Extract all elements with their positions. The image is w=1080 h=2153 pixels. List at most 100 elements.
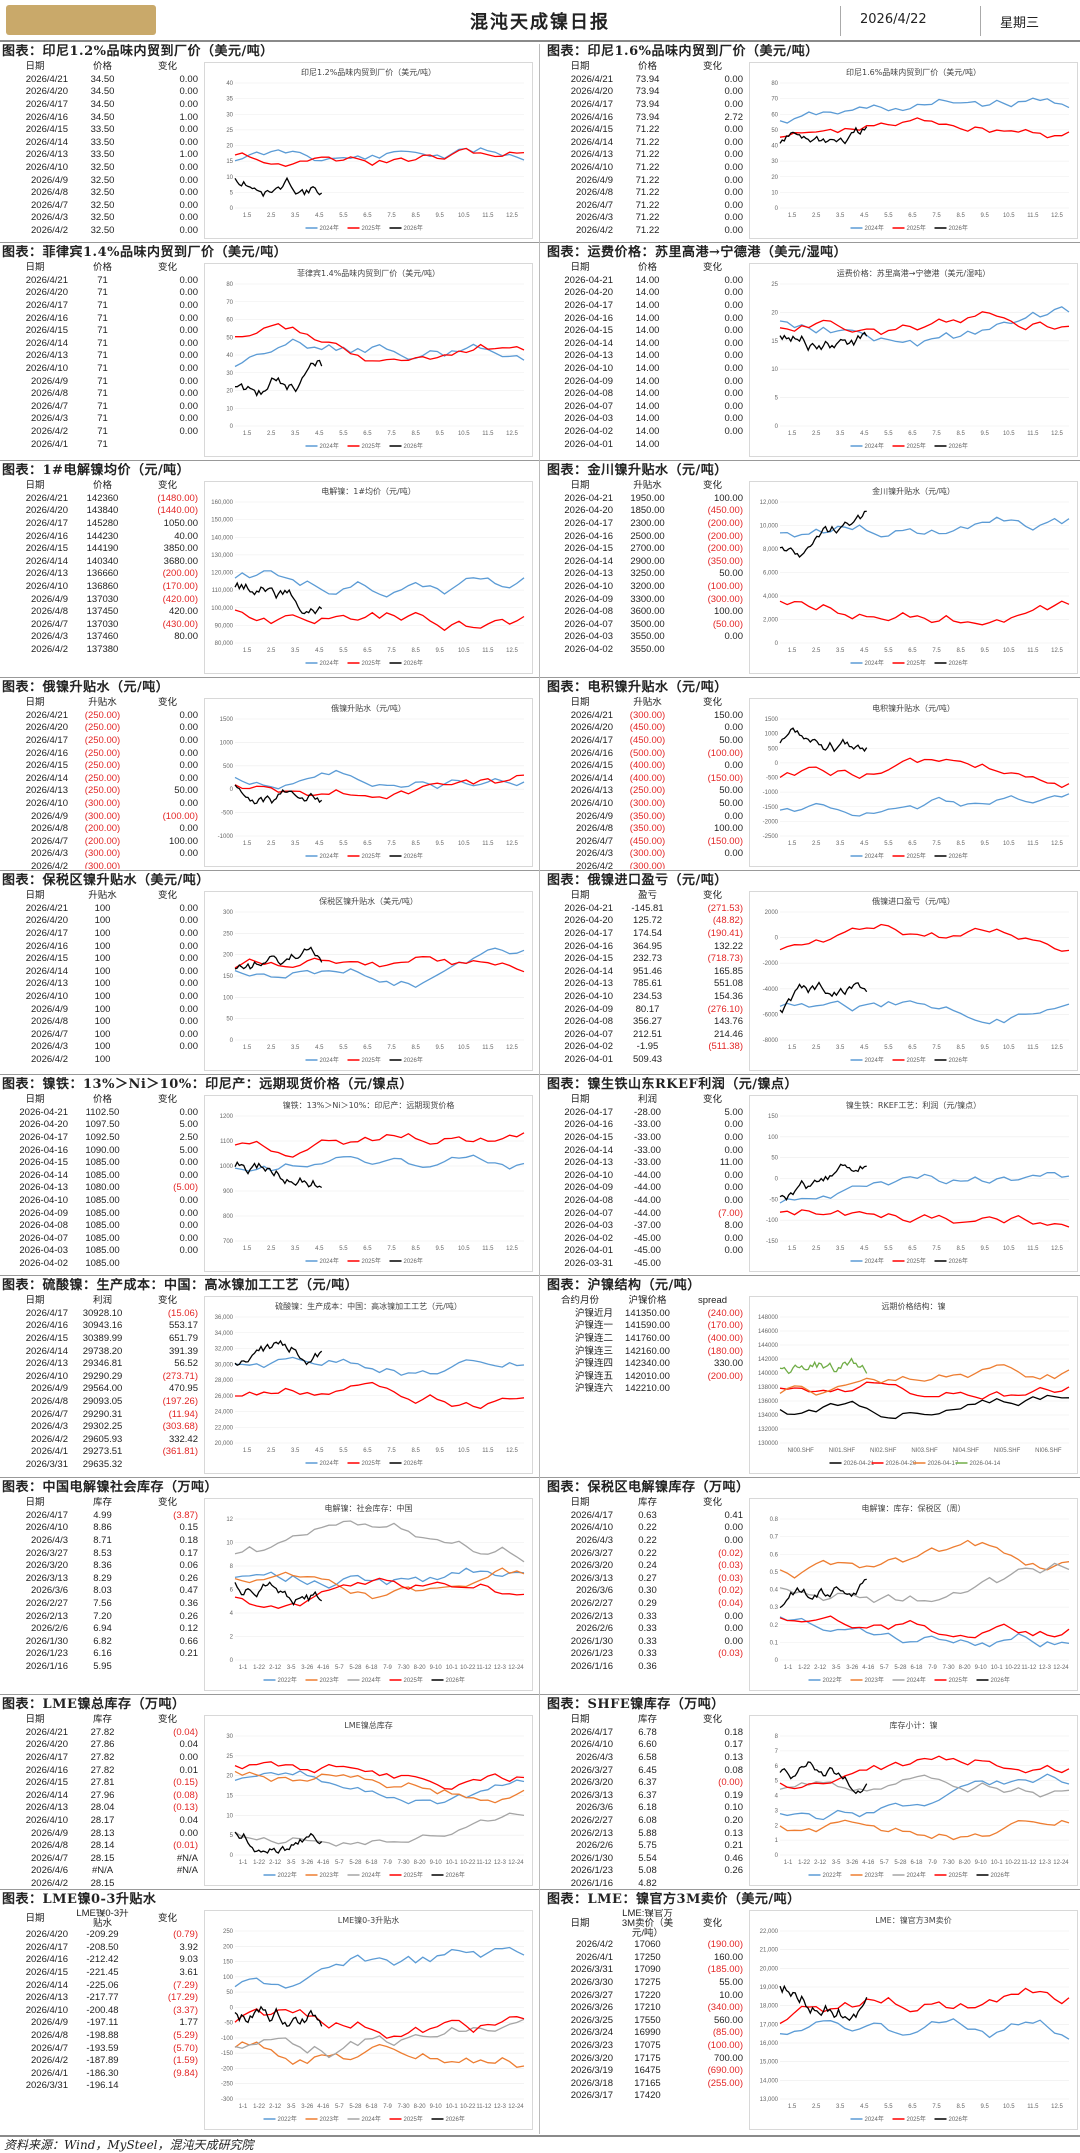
table-cell: 34.50: [90, 99, 115, 111]
table-cell: 0.00: [179, 760, 199, 772]
table-row: 2026-04-02 -1.95 (511.38): [545, 1041, 745, 1054]
table-cell: 2026-04-16: [564, 530, 613, 542]
table-cell: 2026/4/8: [576, 187, 613, 199]
series-line: [234, 1770, 525, 1805]
table-row: 2026-04-02 1085.00: [0, 1258, 200, 1271]
table-cell: 34.50: [90, 86, 115, 98]
column-header: 价格: [92, 1094, 112, 1106]
legend-label: 2026年: [949, 2115, 968, 2123]
report-header: 混沌天成镍日报 2026/4/22 星期三: [0, 0, 1080, 42]
table-row: 2026/1/30 5.54 0.46: [545, 1853, 745, 1866]
x-tick-label: 2.5: [812, 1045, 821, 1051]
table-cell: 17550: [634, 2014, 661, 2026]
table-cell: 2026/4/9: [576, 174, 613, 186]
table-cell: 5.00: [724, 1106, 744, 1118]
x-tick-label: 10.5: [458, 431, 470, 437]
table-cell: (170.00): [162, 581, 198, 593]
y-tick-label: 3: [775, 1808, 779, 1814]
table-row: 2026/4/7 29290.31 (11.94): [0, 1408, 200, 1421]
table-cell: 3680.00: [163, 555, 198, 567]
table-cell: [135, 2080, 200, 2093]
x-tick-label: 8.5: [411, 213, 420, 219]
x-tick-label: 3.5: [291, 213, 300, 219]
x-tick-label: 6-18: [365, 1860, 378, 1866]
table-row: 2026/4/10 6.60 0.17: [545, 1739, 745, 1752]
y-tick-label: 138000: [758, 1385, 779, 1391]
table-cell: 2700.00: [630, 543, 665, 555]
y-tick-label: 25: [226, 128, 233, 134]
table-row: 2026-04-08 14.00 0.00: [545, 388, 745, 401]
table-row: 2026/4/9 100 0.00: [0, 1003, 200, 1016]
series-line: [779, 923, 1070, 952]
table-cell: 2300.00: [630, 518, 665, 530]
x-tick-label: 7-9: [383, 1665, 392, 1671]
column-header: 变化: [702, 890, 722, 902]
chart: 库存小计：镍 8 7 6 5 4 3 2 1 0 1-1 1-22 2-12 3-5 3-26 4-16 5-7…: [749, 1715, 1078, 1886]
table-row: 2026/4/14 71.22 0.00: [545, 137, 745, 150]
table-cell: 0.15: [179, 1522, 199, 1534]
x-tick-label: 9.5: [981, 1045, 990, 1051]
table-row: 2026/4/14 33.50 0.00: [0, 137, 200, 150]
x-tick-label: 11.5: [482, 1246, 494, 1252]
x-tick-label: 6-18: [365, 2104, 378, 2110]
legend-label: 2023年: [320, 1871, 339, 1879]
report-title: 混沌天成镍日报: [470, 12, 610, 33]
table-cell: 0.00: [179, 722, 199, 734]
table-cell: 29346.81: [82, 1358, 123, 1370]
table-cell: 2026-04-17: [564, 1106, 613, 1118]
table-cell: 0.00: [179, 73, 199, 85]
table-cell: 5.88: [638, 1827, 657, 1839]
table-row: 2026/4/17 27.82 0.00: [0, 1752, 200, 1765]
table-row: 2026/4/9 (300.00) (100.00): [0, 810, 200, 823]
table-row: 2026-04-07 1085.00 0.00: [0, 1233, 200, 1246]
table-cell: 2026-04-07: [564, 1028, 613, 1040]
x-tick-label: 1-1: [239, 1665, 248, 1671]
table-cell: 0.00: [724, 86, 744, 98]
table-cell: 2026/1/16: [570, 1661, 613, 1673]
table-cell: 2026/4/9: [31, 810, 68, 822]
table-cell: 2026/4/14: [25, 555, 68, 567]
x-tick-label: 8.5: [956, 431, 965, 437]
table-row: 2026-04-03 14.00 0.00: [545, 413, 745, 426]
y-tick-label: 120,000: [211, 571, 233, 577]
chart-title: 电解镍：1#均价（元/吨）: [321, 486, 416, 496]
table-cell: 2026/4/10: [570, 162, 613, 174]
table-row: 2026/4/16 34.50 1.00: [0, 111, 200, 124]
table-cell: 2026/4/3: [31, 631, 68, 643]
table-cell: 2026/4/15: [25, 1777, 68, 1789]
x-tick-label: 5-28: [894, 1860, 907, 1866]
table-cell: 2026/4/17: [25, 735, 68, 747]
table-cell: 14.00: [635, 312, 660, 324]
table-cell: 2026-04-03: [564, 1220, 613, 1232]
table-cell: 沪镍连五: [574, 1370, 613, 1382]
series-line: [234, 784, 323, 805]
x-tick-label: 10.5: [1003, 841, 1015, 847]
table-cell: 2026-04-08: [564, 1016, 613, 1028]
table-cell: 1.00: [179, 149, 199, 161]
x-tick-label: 7.5: [387, 1246, 396, 1252]
x-tick-label: 4.5: [860, 841, 869, 847]
table-cell: 2026/3/26: [570, 2002, 613, 2014]
x-tick-label: 6.5: [363, 841, 372, 847]
y-tick-label: -1000: [218, 834, 234, 840]
table-cell: 0.00: [179, 274, 199, 286]
table-cell: 2026/4/2: [576, 225, 613, 237]
table-cell: (300.00): [629, 861, 666, 869]
table-row: 2026-04-13 3250.00 50.00: [545, 568, 745, 581]
column-header: 利润: [637, 1094, 657, 1106]
table-cell: 150.00: [713, 709, 743, 721]
table-cell: 2026/4/13: [25, 350, 68, 362]
table-cell: 142340.00: [625, 1358, 670, 1370]
table-row: 2026/4/15 33.50 0.00: [0, 124, 200, 137]
table-row: 2026/3/20 0.24 (0.03): [545, 1560, 745, 1573]
x-tick-label: 5-7: [335, 2104, 344, 2110]
y-tick-label: -150: [766, 1239, 779, 1245]
y-tick-label: 150: [223, 1960, 234, 1966]
x-tick-label: 4.5: [315, 1246, 324, 1252]
table-cell: 2026-04-07: [19, 1232, 68, 1244]
table-row: 2026/4/10 71.22 0.00: [545, 162, 745, 175]
series-line: [234, 947, 525, 989]
table-row: 2026/4/16 30943.16 553.17: [0, 1320, 200, 1333]
table-cell: 154.36: [713, 991, 743, 1003]
